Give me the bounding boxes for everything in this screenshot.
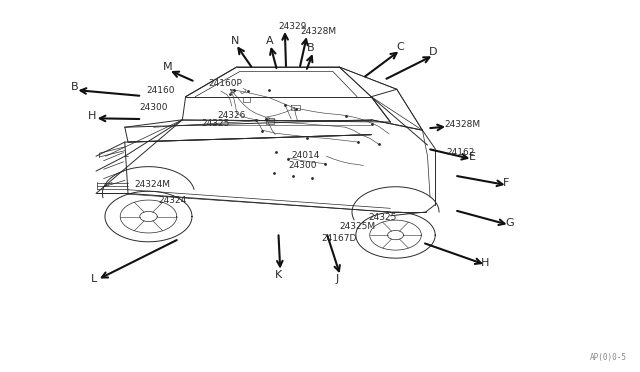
Text: 24167D: 24167D <box>321 234 356 243</box>
Text: 24324M: 24324M <box>134 180 170 189</box>
Text: 24162: 24162 <box>447 148 475 157</box>
Text: J: J <box>335 274 339 284</box>
Text: AP(0)0-5: AP(0)0-5 <box>590 353 627 362</box>
Text: C: C <box>397 42 404 51</box>
Text: 24328M: 24328M <box>301 27 337 36</box>
Text: H: H <box>481 258 490 268</box>
Text: 24014: 24014 <box>291 151 319 160</box>
Text: N: N <box>230 36 239 46</box>
Text: 24326: 24326 <box>218 111 246 120</box>
Text: B: B <box>70 83 78 92</box>
Text: A: A <box>266 36 273 46</box>
Text: 24329: 24329 <box>278 22 307 31</box>
Text: B: B <box>307 44 315 53</box>
Text: 24160P: 24160P <box>208 79 242 88</box>
Text: 24160: 24160 <box>146 86 175 94</box>
Text: 24300: 24300 <box>288 161 317 170</box>
Text: 24325: 24325 <box>368 213 396 222</box>
Text: E: E <box>468 152 476 162</box>
Text: M: M <box>163 62 173 72</box>
Text: K: K <box>275 270 282 279</box>
Text: 24328M: 24328M <box>445 120 481 129</box>
Text: 24325M: 24325M <box>339 222 375 231</box>
Text: 24300: 24300 <box>140 103 168 112</box>
Text: D: D <box>429 47 437 57</box>
Text: 24324: 24324 <box>159 196 187 205</box>
Text: 24325: 24325 <box>202 119 230 128</box>
Text: F: F <box>503 178 509 188</box>
Text: H: H <box>88 111 97 121</box>
Text: G: G <box>506 218 514 228</box>
Text: L: L <box>91 274 97 284</box>
